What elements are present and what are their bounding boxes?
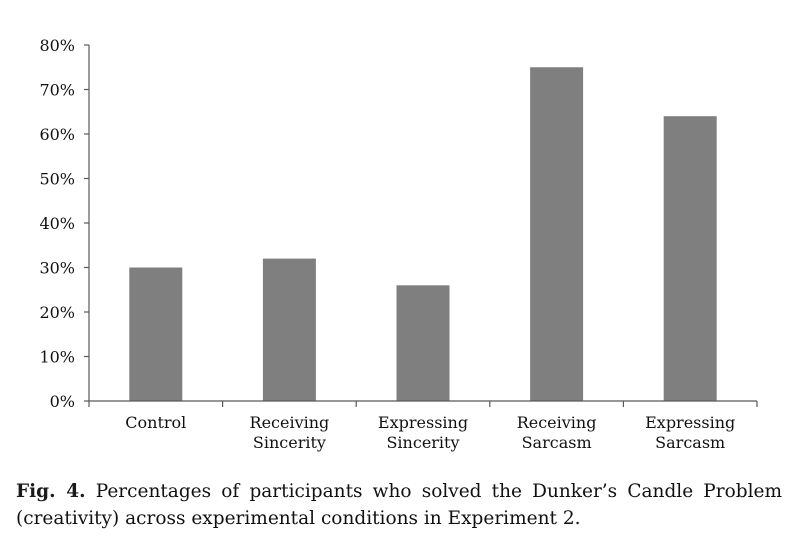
y-tick-label: 60% <box>39 125 75 144</box>
x-tick-label: Control <box>125 413 186 432</box>
y-tick-label: 0% <box>50 392 75 411</box>
y-tick-label: 20% <box>39 303 75 322</box>
y-tick-label: 30% <box>39 259 75 278</box>
x-tick-label: Receiving <box>250 413 330 432</box>
bars <box>129 67 717 401</box>
caption-text: Percentages of participants who solved t… <box>16 481 782 529</box>
y-axis: 0% 10% 20% 30% 40% 50% 60% 70% 80% <box>39 36 90 411</box>
y-tick-label: 50% <box>39 170 75 189</box>
bar-chart: 0% 10% 20% 30% 40% 50% 60% 70% 80% Control Receiv… <box>39 36 758 452</box>
x-tick-label: Expressing <box>378 413 468 432</box>
figure-caption: Fig. 4. Percentages of participants who … <box>16 478 782 532</box>
x-tick-label: Sarcasm <box>655 433 725 452</box>
y-tick-label: 10% <box>39 348 75 367</box>
x-tick-label: Sincerity <box>253 433 326 452</box>
y-tick-label: 70% <box>39 81 75 100</box>
x-axis: Control ReceivingSincerityExpressingSince… <box>88 400 758 452</box>
caption-label: Fig. 4. <box>16 481 86 502</box>
bar <box>663 116 717 401</box>
bar <box>262 258 316 401</box>
bar <box>129 267 183 401</box>
x-tick-label: Expressing <box>645 413 735 432</box>
y-tick-label: 40% <box>39 214 75 233</box>
x-tick-label: Sarcasm <box>522 433 592 452</box>
bar <box>530 67 584 401</box>
bar <box>396 285 450 401</box>
y-tick-label: 80% <box>39 36 75 55</box>
x-tick-label: Receiving <box>517 413 597 432</box>
x-tick-label: Sincerity <box>386 433 459 452</box>
